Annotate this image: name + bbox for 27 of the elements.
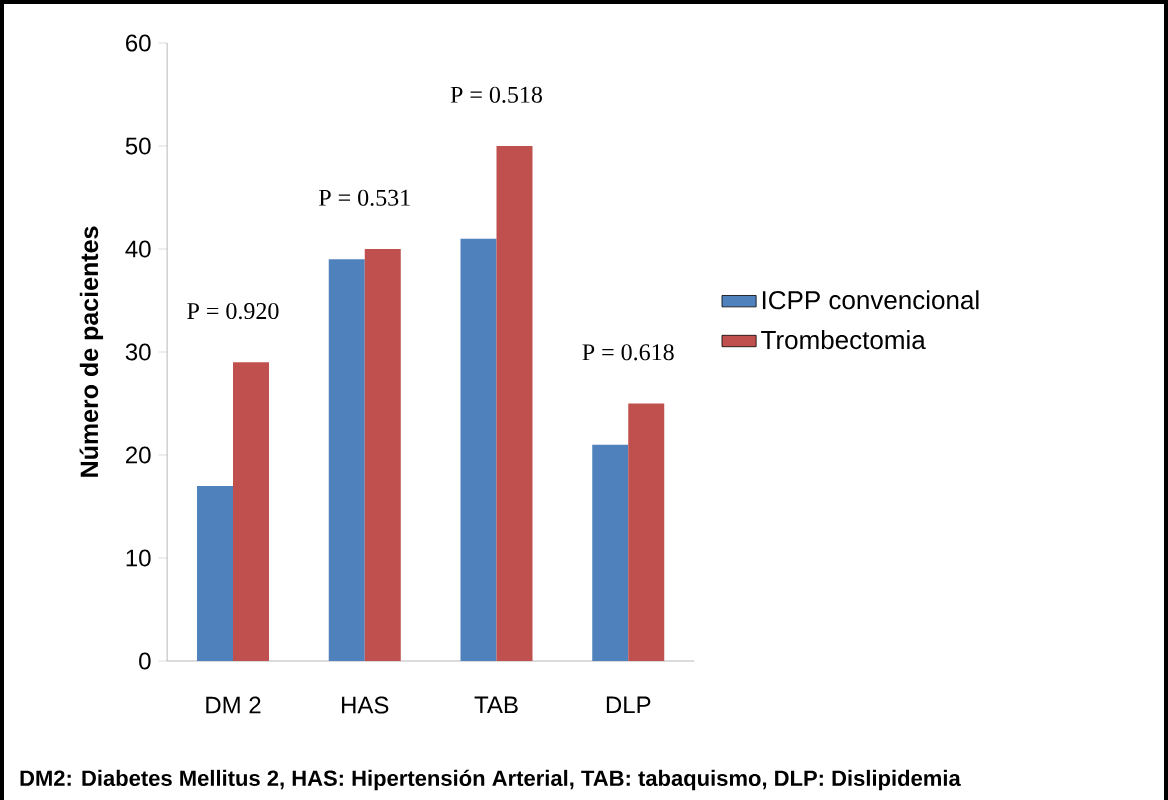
x-tick-label: HAS	[342, 696, 389, 714]
bar	[460, 238, 497, 661]
bar	[364, 249, 401, 661]
y-tick-label: 40	[125, 240, 151, 258]
annotation: P = 0.518	[450, 86, 542, 103]
y-tick-label: 0	[139, 652, 151, 670]
bar	[592, 444, 629, 661]
y-tick-label: 10	[126, 549, 151, 567]
legend-label: Trombectomia	[761, 330, 926, 350]
y-tick-label: 60	[126, 34, 151, 52]
annotation: P = 0.920	[187, 302, 279, 320]
bar	[628, 403, 665, 661]
text: DM2: Diabetes Mellitus 2, HAS: Hipertensión Arterial, TAB: tabaquismo, DLP: Dislipidemia	[20, 769, 961, 791]
y-tick-label: 30	[125, 343, 151, 361]
x-tick-label: DLP	[606, 696, 651, 714]
y-axis-title: Número de pacientes	[79, 226, 104, 477]
y-tick-label: 50	[125, 137, 151, 155]
legend-label: ICPP convencional	[762, 290, 979, 310]
y-tick-label: 20	[126, 446, 151, 464]
bar	[197, 485, 234, 661]
annotation: P = 0.531	[319, 189, 410, 206]
bar	[328, 259, 365, 661]
annotation: P = 0.618	[582, 344, 674, 361]
bar	[233, 362, 270, 661]
bar	[496, 146, 533, 661]
x-tick-label: TAB	[474, 696, 518, 714]
x-tick-label: DM 2	[206, 696, 261, 714]
